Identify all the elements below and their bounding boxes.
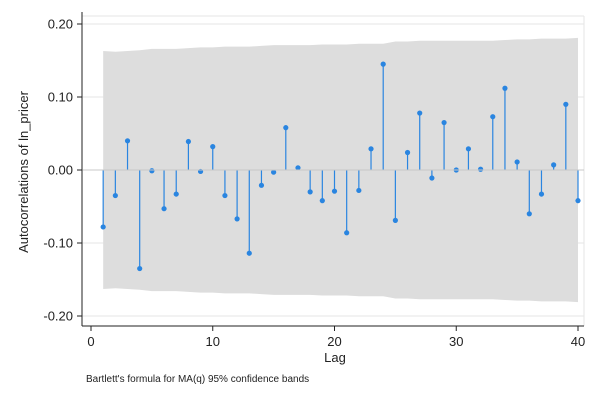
acf-point	[526, 211, 532, 217]
acf-point	[222, 192, 228, 199]
acf-point	[319, 198, 325, 204]
acf-point	[404, 149, 411, 156]
acf-point	[429, 175, 435, 181]
acf-point	[380, 61, 386, 67]
x-tick-label: 40	[571, 334, 585, 349]
x-tick-label: 0	[87, 334, 94, 349]
acf-point	[551, 162, 557, 168]
acf-point	[575, 198, 581, 204]
acf-point	[465, 146, 472, 152]
y-tick-label: 0.10	[48, 90, 73, 105]
y-tick-label: -0.20	[43, 309, 73, 324]
y-tick-label: 0.20	[48, 17, 73, 32]
y-axis-title: Autocorrelations of ln_pricer	[16, 90, 31, 253]
acf-point	[563, 101, 569, 107]
acf-point	[161, 206, 167, 212]
x-axis-title: Lag	[324, 350, 346, 365]
acf-point	[185, 138, 191, 145]
acf-point	[258, 182, 265, 188]
acf-point	[417, 110, 423, 116]
x-tick-label: 20	[327, 334, 341, 349]
acf-point	[307, 189, 313, 195]
acf-point	[331, 188, 338, 194]
acf-point	[295, 165, 301, 171]
acf-point	[356, 187, 362, 194]
acf-point	[271, 169, 277, 175]
acf-point	[112, 192, 118, 199]
acf-point	[441, 119, 447, 126]
x-tick-label: 10	[206, 334, 220, 349]
acf-point	[514, 159, 520, 165]
tick-labels: -0.20 -0.10 0.00 0.10 0.20 0 10 20 30 40	[43, 17, 585, 350]
acf-point	[344, 230, 350, 236]
acf-point	[368, 146, 374, 152]
acf-point	[173, 191, 179, 197]
acf-point	[392, 217, 398, 223]
acf-point	[234, 216, 240, 222]
acf-point	[100, 224, 106, 230]
acf-point	[283, 125, 289, 131]
acf-point	[490, 114, 496, 120]
acf-point	[149, 168, 155, 174]
y-tick-label: -0.10	[43, 236, 73, 251]
acf-point	[124, 138, 131, 144]
acf-point	[210, 144, 216, 150]
acf-point	[502, 85, 508, 91]
y-tick-label: 0.00	[48, 163, 73, 178]
x-tick-label: 30	[449, 334, 463, 349]
footnote: Bartlett's formula for MA(q) 95% confide…	[86, 374, 309, 385]
acf-point	[246, 250, 252, 256]
acf-point	[478, 166, 484, 172]
acf-point	[137, 265, 143, 272]
acf-point	[538, 191, 545, 197]
axes	[81, 12, 584, 327]
